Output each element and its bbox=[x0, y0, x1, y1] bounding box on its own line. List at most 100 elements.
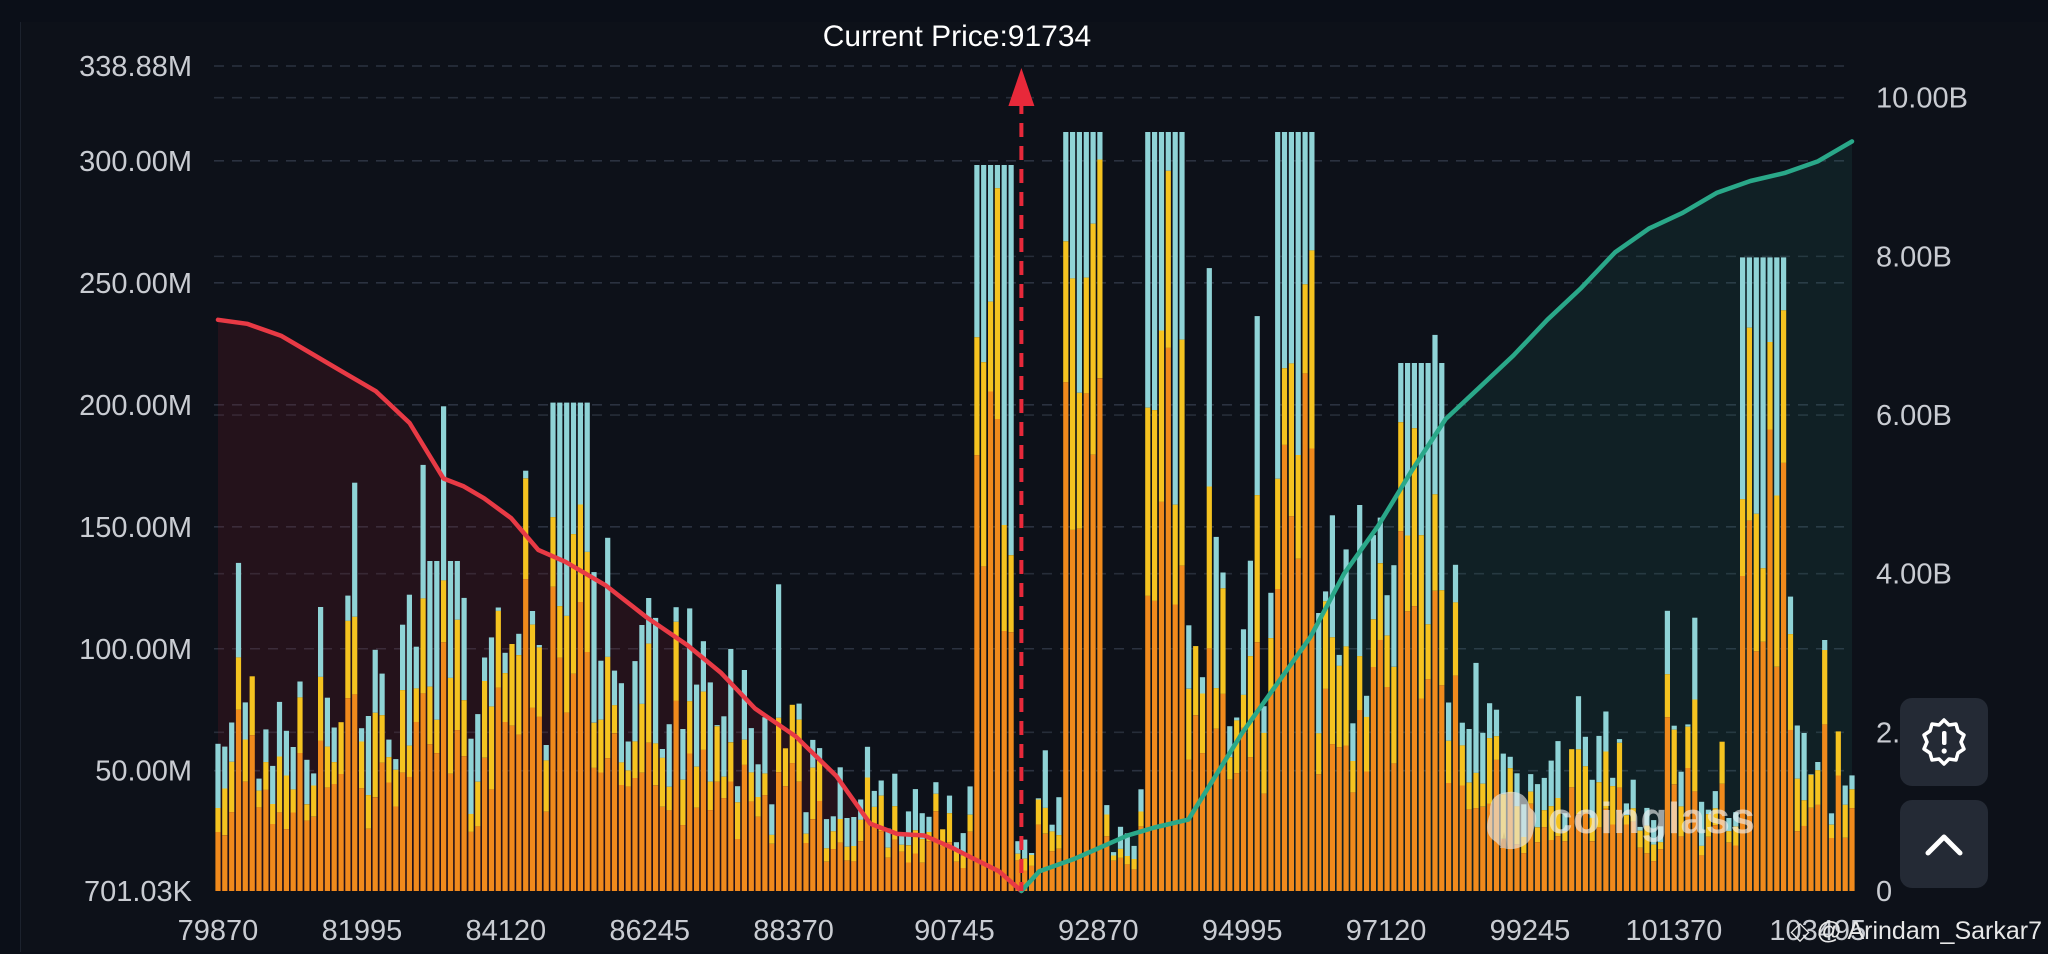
bar-segment-orange bbox=[242, 781, 248, 891]
bar-segment-yellow bbox=[1206, 486, 1212, 649]
bar-segment-orange bbox=[338, 774, 344, 891]
bar-segment-cyan bbox=[864, 746, 871, 778]
bar-segment-cyan bbox=[1452, 564, 1459, 603]
bar-segment-yellow bbox=[714, 726, 720, 782]
bar-segment-cyan bbox=[372, 649, 378, 713]
bar-segment-orange bbox=[1124, 864, 1130, 891]
bar-segment-cyan bbox=[803, 812, 809, 834]
bar-segment-cyan bbox=[1562, 813, 1568, 831]
bar-segment-cyan bbox=[359, 728, 365, 742]
bar-segment-cyan bbox=[1008, 165, 1014, 556]
bar-segment-cyan bbox=[454, 561, 460, 620]
bar-segment-orange bbox=[447, 773, 454, 891]
bar-segment-orange bbox=[1336, 747, 1342, 891]
bar-segment-orange bbox=[653, 785, 659, 891]
bar-segment-yellow bbox=[1651, 844, 1657, 862]
watermark-logo: coinglass bbox=[1478, 784, 1755, 854]
bar-segment-yellow bbox=[741, 739, 747, 765]
bar-segment-yellow bbox=[605, 656, 611, 759]
bar-segment-orange bbox=[1678, 836, 1684, 891]
bar-segment-cyan bbox=[1623, 803, 1629, 816]
bar-segment-yellow bbox=[1302, 284, 1308, 374]
bar-segment-cyan bbox=[1254, 316, 1260, 496]
scroll-top-button[interactable] bbox=[1900, 800, 1988, 888]
watermark-text: coinglass bbox=[1548, 794, 1756, 843]
bar-segment-cyan bbox=[1446, 702, 1452, 741]
bar-segment-orange bbox=[1439, 685, 1445, 891]
bar-segment-yellow bbox=[283, 775, 289, 830]
bar-segment-orange bbox=[1562, 841, 1568, 891]
bar-segment-cyan bbox=[946, 795, 953, 814]
bar-segment-cyan bbox=[1070, 132, 1076, 279]
bar-segment-yellow bbox=[1781, 310, 1787, 463]
bar-segment-yellow bbox=[803, 833, 809, 843]
bar-segment-yellow bbox=[242, 739, 248, 782]
bar-segment-orange bbox=[796, 781, 802, 891]
bar-segment-yellow bbox=[1152, 410, 1158, 601]
bar-segment-orange bbox=[1637, 847, 1643, 891]
chevron-up-icon bbox=[1925, 834, 1963, 856]
bar-segment-yellow bbox=[1186, 688, 1192, 760]
bar-segment-cyan bbox=[406, 594, 412, 746]
bar-segment-yellow bbox=[1712, 808, 1718, 826]
bar-segment-orange bbox=[1152, 600, 1158, 891]
bar-segment-orange bbox=[461, 756, 467, 891]
bar-segment-orange bbox=[1466, 809, 1472, 891]
short-cumulative-line bbox=[1019, 139, 1855, 894]
bar-segment-yellow bbox=[1692, 699, 1698, 792]
bar-segment-orange bbox=[1104, 836, 1110, 891]
bar-segment-yellow bbox=[1753, 513, 1759, 652]
bar-segment-cyan bbox=[1234, 717, 1240, 721]
bar-segment-orange bbox=[1521, 853, 1527, 891]
bar-segment-orange bbox=[591, 767, 597, 891]
bar-segment-orange bbox=[488, 789, 495, 891]
y-left-tick-label: 701.03K bbox=[84, 876, 193, 908]
bar-segment-yellow bbox=[577, 504, 583, 602]
bar-segment-yellow bbox=[1842, 804, 1848, 838]
bar-segment-cyan bbox=[1350, 723, 1356, 762]
bar-segment-orange bbox=[1740, 576, 1746, 891]
bar-segment-yellow bbox=[1104, 814, 1110, 837]
bar-segment-orange bbox=[359, 788, 365, 891]
bar-segment-orange bbox=[1658, 849, 1664, 891]
bar-segment-cyan bbox=[1664, 610, 1670, 675]
alert-settings-button[interactable] bbox=[1900, 698, 1988, 786]
bar-segment-yellow bbox=[1329, 637, 1335, 745]
bar-segment-orange bbox=[1391, 763, 1397, 891]
bar-segment-yellow bbox=[721, 776, 727, 799]
bar-segment-orange bbox=[1323, 688, 1329, 891]
bar-segment-yellow bbox=[1227, 757, 1233, 780]
bar-segment-cyan bbox=[584, 402, 590, 552]
bar-segment-orange bbox=[748, 801, 754, 891]
bar-segment-cyan bbox=[1288, 132, 1294, 364]
bar-segment-cyan bbox=[263, 729, 269, 763]
bar-segment-yellow bbox=[235, 657, 242, 710]
bar-segment-yellow bbox=[256, 790, 262, 808]
y-right-tick-label: 6.00B bbox=[1876, 400, 1952, 432]
x-tick-label: 88370 bbox=[753, 915, 834, 947]
bar-segment-cyan bbox=[830, 816, 836, 832]
bar-segment-cyan bbox=[1794, 725, 1800, 779]
bar-segment-orange bbox=[1528, 803, 1534, 891]
bar-segment-orange bbox=[1384, 687, 1390, 891]
bar-segment-orange bbox=[837, 842, 843, 891]
bar-segment-cyan bbox=[1316, 613, 1322, 734]
bar-segment-yellow bbox=[1405, 535, 1411, 612]
x-tick-label: 97120 bbox=[1346, 915, 1427, 947]
bar-segment-cyan bbox=[871, 790, 877, 807]
bar-segment-orange bbox=[1206, 648, 1212, 891]
bar-segment-cyan bbox=[878, 780, 884, 796]
bar-segment-cyan bbox=[912, 789, 918, 831]
bar-segment-yellow bbox=[475, 781, 481, 827]
bar-segment-yellow bbox=[1281, 368, 1288, 445]
bar-segment-cyan bbox=[1295, 132, 1301, 455]
bar-segment-orange bbox=[1316, 774, 1322, 891]
bar-segment-orange bbox=[1309, 448, 1315, 891]
bar-segment-cyan bbox=[851, 817, 857, 846]
bar-segment-yellow bbox=[1623, 815, 1629, 825]
grid-lines bbox=[214, 65, 1852, 772]
bar-segment-orange bbox=[1452, 675, 1459, 891]
bar-segment-yellow bbox=[851, 846, 857, 862]
bar-segment-orange bbox=[1097, 378, 1103, 891]
bar-segment-yellow bbox=[899, 844, 905, 852]
